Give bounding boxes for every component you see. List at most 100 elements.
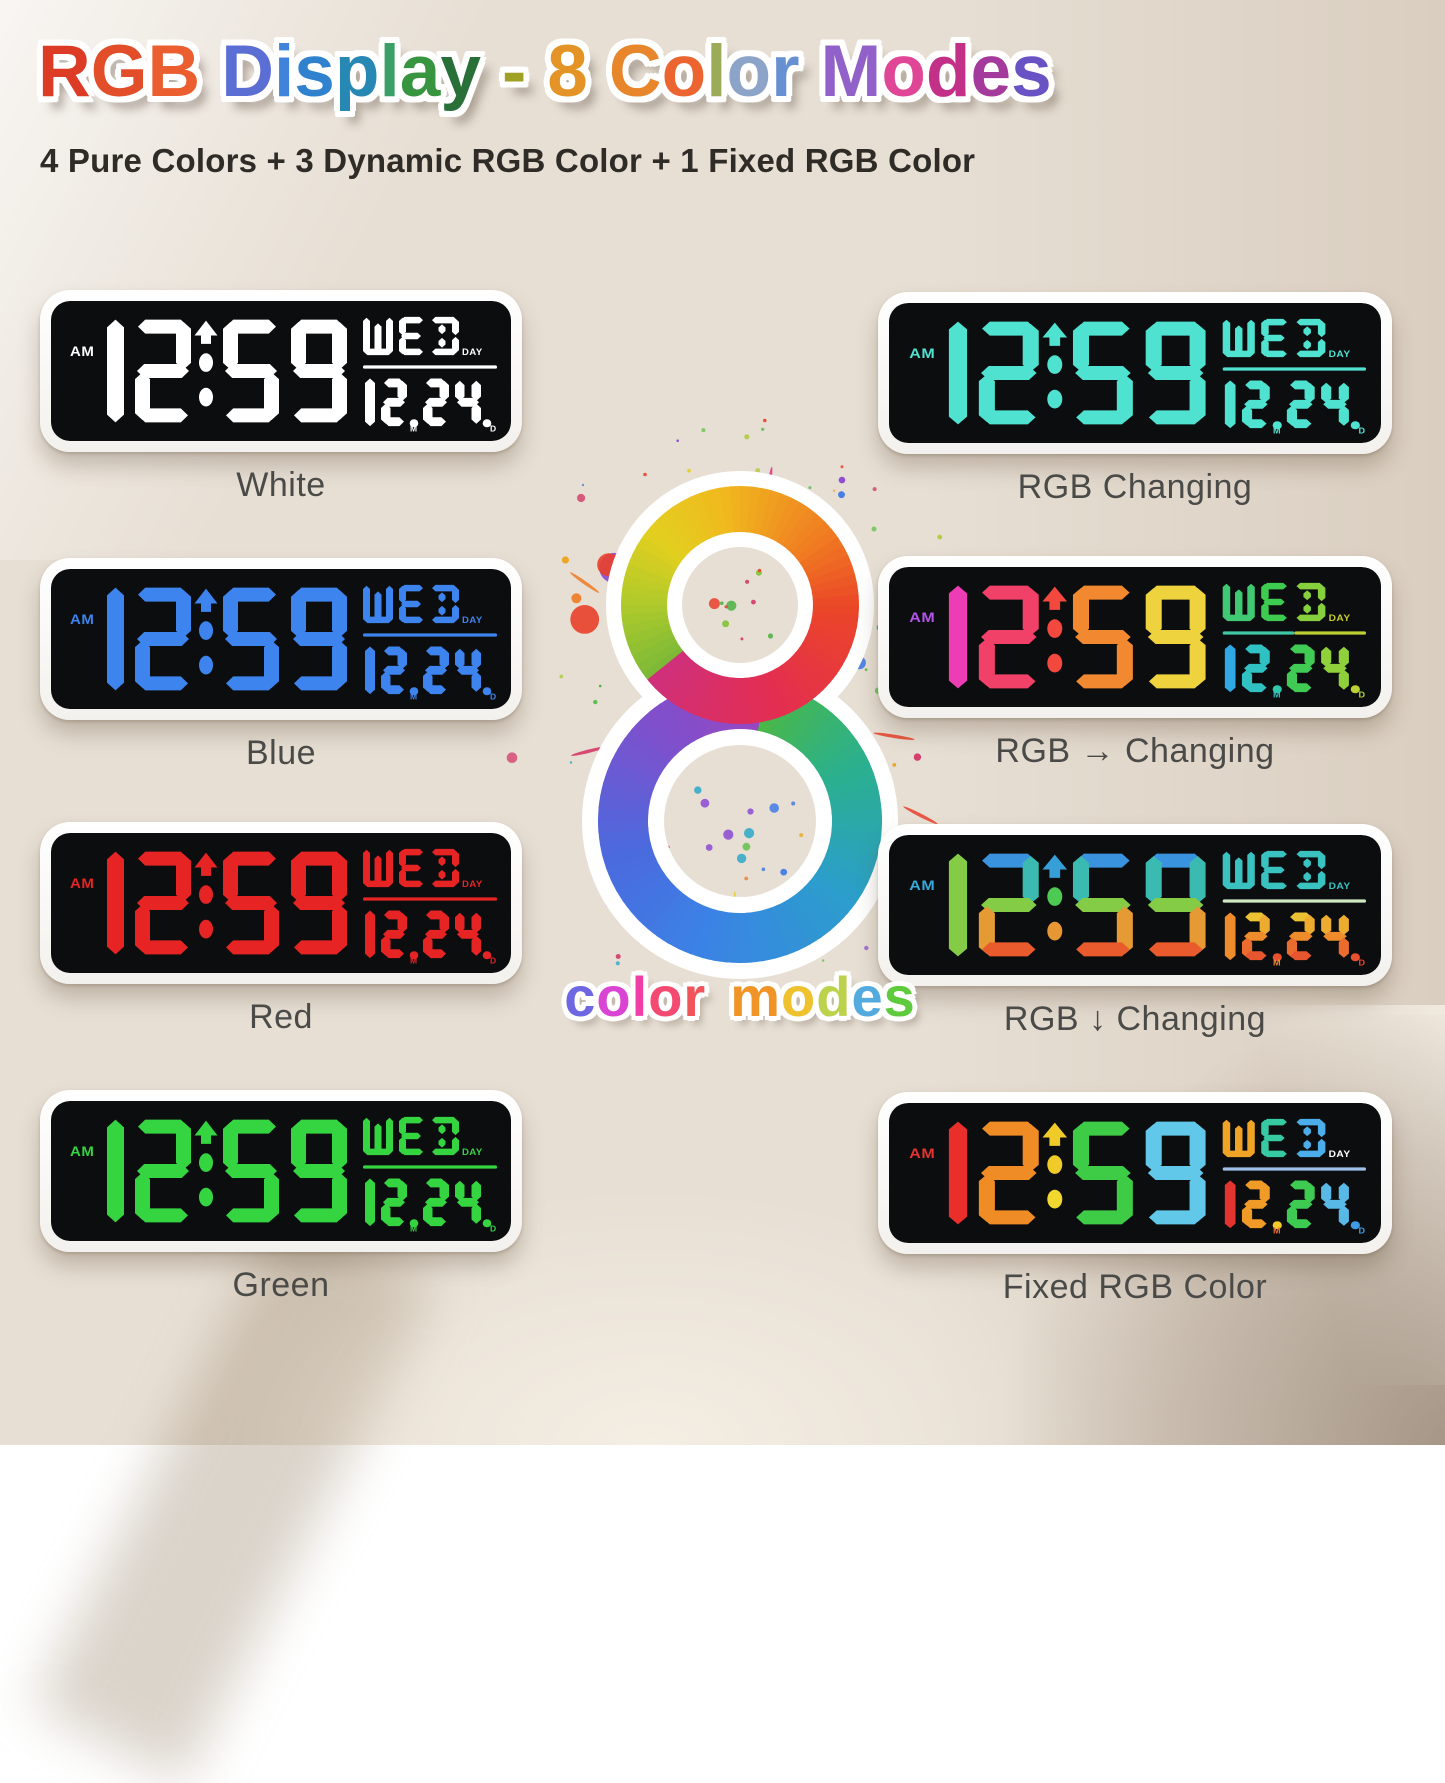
svg-text:M: M xyxy=(410,425,417,434)
svg-text:DAY: DAY xyxy=(1329,882,1351,892)
clock-card-rgb-horizontal: AM DAY M D RGB → Changing xyxy=(878,556,1392,771)
svg-text:DAY: DAY xyxy=(1329,350,1351,360)
clock-bezel: AM DAY M D xyxy=(40,822,522,984)
colored-letter: r xyxy=(683,965,707,1028)
colored-letter: e xyxy=(970,31,1012,112)
clock-card-blue: AM DAY M D Blue xyxy=(40,558,522,773)
svg-text:D: D xyxy=(490,957,496,966)
colored-letter: o xyxy=(661,31,707,112)
colored-letter: B xyxy=(147,31,201,112)
colored-letter: l xyxy=(379,31,400,112)
svg-text:DAY: DAY xyxy=(462,347,483,357)
colored-letter: d xyxy=(925,31,971,112)
svg-text:AM: AM xyxy=(909,346,935,362)
svg-text:DAY: DAY xyxy=(462,1147,483,1157)
colored-letter: d xyxy=(816,965,852,1028)
clock-display-fixed-rgb: AM DAY M D xyxy=(889,1103,1381,1243)
clock-bezel: AM DAY M D xyxy=(878,556,1392,718)
colored-letter: a xyxy=(399,31,441,112)
svg-text:M: M xyxy=(1273,958,1281,967)
clock-card-red: AM DAY M D Red xyxy=(40,822,522,1037)
svg-text:M: M xyxy=(1273,690,1281,699)
clock-display-rgb-changing: AM DAY M D xyxy=(889,303,1381,443)
colored-letter: G xyxy=(90,31,148,112)
clock-display-blue: AM DAY M D xyxy=(51,569,511,709)
figure-eight-graphic xyxy=(506,418,946,979)
color-modes-caption: color modes xyxy=(460,964,1020,1029)
colored-letter: i xyxy=(273,31,295,112)
clock-card-rgb-vertical: AM DAY M D RGB ↓ Changing xyxy=(878,824,1392,1039)
clock-display-red: AM DAY M D xyxy=(51,833,511,973)
clock-bezel: AM DAY M D xyxy=(878,824,1392,986)
clock-card-rgb-changing: AM DAY M D RGB Changing xyxy=(878,292,1392,507)
svg-text:M: M xyxy=(410,957,417,966)
svg-text:D: D xyxy=(490,425,496,434)
clock-label: RGB Changing xyxy=(1017,468,1253,506)
svg-text:AM: AM xyxy=(70,612,94,627)
clock-label: RGB → Changing xyxy=(995,732,1275,770)
colored-letter: y xyxy=(440,31,481,112)
colored-letter: C xyxy=(608,31,662,112)
colored-letter: p xyxy=(334,31,380,112)
clock-label: Red xyxy=(249,998,313,1036)
clock-label: Fixed RGB Color xyxy=(1002,1268,1268,1306)
clock-label: Blue xyxy=(245,734,317,772)
colored-letter: o xyxy=(648,965,684,1028)
clock-display-green: AM DAY M D xyxy=(51,1101,511,1241)
clock-display-rgb-vertical: AM DAY M D xyxy=(889,835,1381,975)
colored-letter: R xyxy=(38,31,91,112)
page-title: RGB Display -8 Color Modes xyxy=(38,30,1418,113)
clock-bezel: AM DAY M D xyxy=(40,290,522,452)
clock-bezel: AM DAY M D xyxy=(878,1092,1392,1254)
svg-text:D: D xyxy=(1359,690,1366,699)
svg-text:M: M xyxy=(410,1225,417,1234)
svg-text:D: D xyxy=(490,693,496,702)
colored-letter: l xyxy=(631,965,649,1028)
svg-text:DAY: DAY xyxy=(462,879,483,889)
colored-letter: o xyxy=(781,965,817,1028)
colored-letter: o xyxy=(881,31,926,112)
colored-letter: o xyxy=(726,31,772,112)
clock-bezel: AM DAY M D xyxy=(40,1090,522,1252)
colored-letter: D xyxy=(221,31,274,112)
colored-letter: s xyxy=(294,31,335,112)
colored-letter: s xyxy=(883,965,916,1028)
svg-text:M: M xyxy=(1273,426,1281,435)
clock-label: White xyxy=(236,466,326,504)
colored-letter: r xyxy=(771,31,800,112)
colored-letter: s xyxy=(1011,31,1052,112)
clock-bezel: AM DAY M D xyxy=(878,292,1392,454)
colored-letter: o xyxy=(596,965,632,1028)
clock-label: Green xyxy=(232,1266,330,1304)
svg-text:DAY: DAY xyxy=(1329,1150,1351,1160)
colored-letter: 8 xyxy=(547,31,588,112)
svg-text:AM: AM xyxy=(70,1144,94,1159)
colored-letter: e xyxy=(851,965,884,1028)
colored-letter: m xyxy=(730,965,781,1028)
svg-text:D: D xyxy=(490,1225,496,1234)
clock-card-white: AM DAY M D White xyxy=(40,290,522,505)
svg-text:DAY: DAY xyxy=(462,615,483,625)
colored-letter: l xyxy=(706,31,727,112)
svg-text:AM: AM xyxy=(70,344,94,359)
svg-text:AM: AM xyxy=(909,610,935,626)
svg-text:DAY: DAY xyxy=(1329,614,1351,624)
svg-text:AM: AM xyxy=(909,878,935,894)
colored-letter: - xyxy=(501,31,527,112)
svg-text:AM: AM xyxy=(909,1146,935,1162)
clock-display-white: AM DAY M D xyxy=(51,301,511,441)
colored-letter: M xyxy=(820,31,882,112)
svg-text:D: D xyxy=(1359,1226,1366,1235)
clock-card-green: AM DAY M D Green xyxy=(40,1090,522,1305)
svg-text:M: M xyxy=(1273,1226,1281,1235)
svg-text:AM: AM xyxy=(70,876,94,891)
svg-text:M: M xyxy=(410,693,417,702)
clock-display-rgb-horizontal: AM DAY M D xyxy=(889,567,1381,707)
clock-bezel: AM DAY M D xyxy=(40,558,522,720)
svg-text:D: D xyxy=(1359,426,1366,435)
page-subtitle: 4 Pure Colors + 3 Dynamic RGB Color + 1 … xyxy=(40,142,976,179)
svg-text:D: D xyxy=(1359,958,1366,967)
clock-card-fixed-rgb: AM DAY M D Fixed RGB Color xyxy=(878,1092,1392,1307)
colored-letter: c xyxy=(564,965,597,1028)
